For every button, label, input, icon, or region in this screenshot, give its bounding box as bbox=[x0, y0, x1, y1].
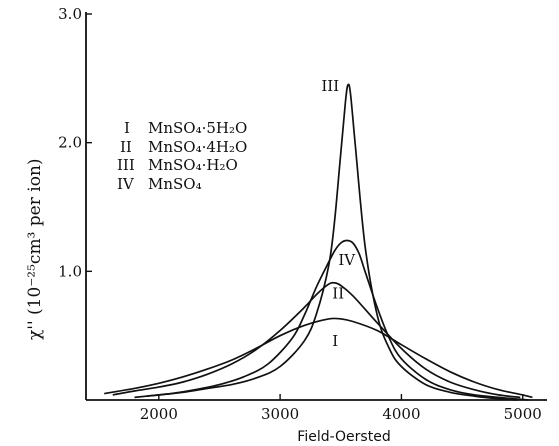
y-axis-label: χ'' (10⁻²⁵cm³ per ion) bbox=[25, 158, 45, 340]
legend-text-2: MnSO₄·4H₂O bbox=[148, 138, 247, 156]
x-axis-label: Field-Oersted bbox=[297, 429, 390, 445]
y-tick-label: 2.0 bbox=[58, 134, 82, 152]
x-tick-label: 3000 bbox=[261, 405, 299, 423]
series-line-i bbox=[104, 317, 533, 399]
series-line-ii bbox=[112, 281, 521, 399]
legend-numeral-3: III bbox=[117, 156, 135, 174]
curve-label-iv: IV bbox=[338, 251, 356, 269]
legend-numeral-2: II bbox=[120, 138, 132, 156]
curve-label-iii: III bbox=[321, 77, 339, 95]
legend-entry-1: I MnSO₄·5H₂O bbox=[124, 119, 247, 137]
legend-entry-3: III MnSO₄·H₂O bbox=[117, 156, 238, 174]
legend-numeral-1: I bbox=[124, 119, 130, 137]
y-tick-label: 1.0 bbox=[58, 262, 82, 280]
x-tick-label: 4000 bbox=[382, 405, 420, 423]
x-tick-label: 5000 bbox=[504, 405, 542, 423]
legend: I MnSO₄·5H₂O II MnSO₄·4H₂O III MnSO₄·H₂O… bbox=[117, 119, 247, 193]
series-line-iv bbox=[146, 239, 529, 401]
x-ticks: 2000 3000 4000 5000 bbox=[140, 394, 542, 423]
series-line-iii bbox=[134, 83, 517, 401]
curves bbox=[104, 83, 533, 401]
legend-entry-4: IV MnSO₄ bbox=[117, 175, 202, 193]
legend-entry-2: II MnSO₄·4H₂O bbox=[120, 138, 247, 156]
y-tick-label: 3.0 bbox=[58, 5, 82, 23]
x-tick-label: 2000 bbox=[140, 405, 178, 423]
legend-numeral-4: IV bbox=[117, 175, 135, 193]
legend-text-4: MnSO₄ bbox=[148, 175, 202, 193]
y-ticks: 1.0 2.0 3.0 bbox=[58, 5, 92, 280]
axes bbox=[85, 12, 547, 401]
legend-text-3: MnSO₄·H₂O bbox=[148, 156, 238, 174]
curve-label-ii: II bbox=[332, 284, 344, 302]
legend-text-1: MnSO₄·5H₂O bbox=[148, 119, 247, 137]
curve-label-i: I bbox=[332, 332, 338, 350]
